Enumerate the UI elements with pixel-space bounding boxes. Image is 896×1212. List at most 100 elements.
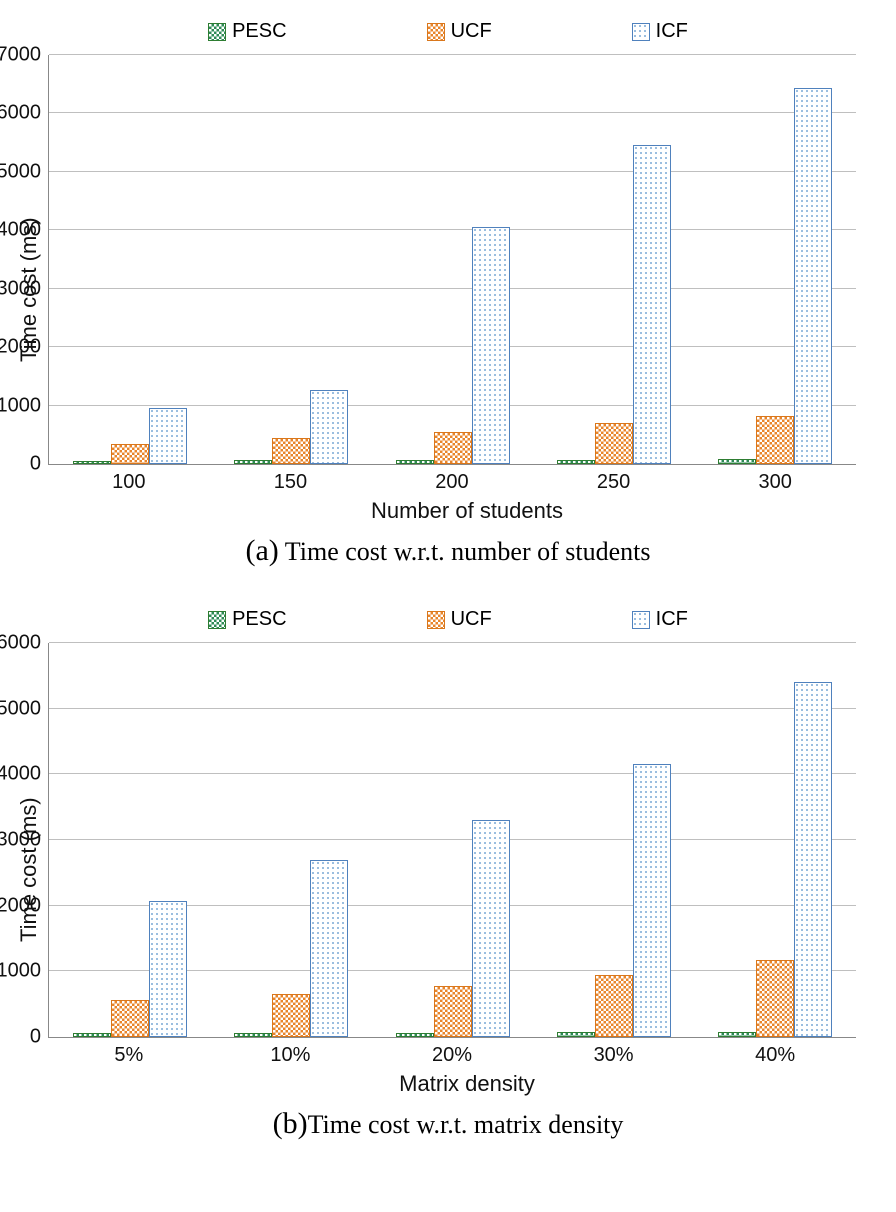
chart-b-wrap: Time cost (ms) 0100020003000400050006000… xyxy=(10,643,886,1097)
bar-ucf xyxy=(111,444,149,464)
legend-label-icf-b: ICF xyxy=(656,608,688,631)
bar-pesc xyxy=(396,460,434,464)
xtick: 5% xyxy=(48,1038,210,1067)
bar-group xyxy=(210,55,371,464)
caption-b: (b)Time cost w.r.t. matrix density xyxy=(10,1107,886,1141)
bar-group xyxy=(695,643,856,1037)
bar-ucf xyxy=(434,986,472,1037)
bar-pesc xyxy=(557,1032,595,1037)
xtick: 100 xyxy=(48,465,210,494)
bar-pesc xyxy=(718,459,756,464)
bar-icf xyxy=(472,227,510,464)
ytick: 1000 xyxy=(0,960,49,983)
ytick: 7000 xyxy=(0,44,49,67)
caption-a: (a) Time cost w.r.t. number of students xyxy=(10,534,886,568)
legend-a: PESC UCF ICF xyxy=(10,20,886,43)
xtick: 300 xyxy=(694,465,856,494)
xtick: 40% xyxy=(694,1038,856,1067)
bar-ucf xyxy=(111,1000,149,1037)
ytick: 0 xyxy=(30,453,49,476)
ytick: 2000 xyxy=(0,336,49,359)
bar-group xyxy=(49,643,210,1037)
legend-label-pesc-b: PESC xyxy=(232,608,286,631)
xticks-a: 100150200250300 xyxy=(48,465,856,494)
ytick: 0 xyxy=(30,1026,49,1049)
ytick: 2000 xyxy=(0,894,49,917)
ytick: 3000 xyxy=(0,829,49,852)
bar-pesc xyxy=(73,1033,111,1037)
xticks-b: 5%10%20%30%40% xyxy=(48,1038,856,1067)
chart-b: PESC UCF ICF Time cost (ms) 010002000300… xyxy=(10,608,886,1141)
legend-b: PESC UCF ICF xyxy=(10,608,886,631)
ytick: 5000 xyxy=(0,697,49,720)
bar-group xyxy=(533,55,694,464)
caption-a-letter: (a) xyxy=(245,534,278,567)
bar-ucf xyxy=(272,438,310,464)
bar-ucf xyxy=(272,994,310,1037)
swatch-icf-icon-b xyxy=(632,611,650,629)
legend-item-icf-b: ICF xyxy=(632,608,688,631)
bar-icf xyxy=(633,145,671,464)
bar-icf xyxy=(149,901,187,1037)
bar-icf xyxy=(794,88,832,464)
caption-b-text: Time cost w.r.t. matrix density xyxy=(308,1110,624,1139)
ytick: 1000 xyxy=(0,394,49,417)
xtick: 200 xyxy=(371,465,533,494)
bar-icf xyxy=(149,408,187,464)
bars-row-b xyxy=(49,643,856,1037)
bar-icf xyxy=(472,820,510,1037)
bar-pesc xyxy=(73,461,111,465)
xtick: 20% xyxy=(371,1038,533,1067)
xtick: 10% xyxy=(210,1038,372,1067)
bar-pesc xyxy=(234,1033,272,1037)
swatch-pesc-icon xyxy=(208,23,226,41)
caption-a-text: Time cost w.r.t. number of students xyxy=(279,537,651,566)
legend-label-icf: ICF xyxy=(656,20,688,43)
legend-item-icf: ICF xyxy=(632,20,688,43)
xtick: 30% xyxy=(533,1038,695,1067)
legend-item-ucf: UCF xyxy=(427,20,492,43)
bar-pesc xyxy=(718,1032,756,1037)
ytick: 6000 xyxy=(0,102,49,125)
bar-pesc xyxy=(234,460,272,464)
bar-pesc xyxy=(557,460,595,464)
bar-ucf xyxy=(756,960,794,1037)
bar-ucf xyxy=(595,423,633,464)
ytick: 4000 xyxy=(0,763,49,786)
chart-a-wrap: Time cost (ms) 0100020003000400050006000… xyxy=(10,55,886,524)
bar-icf xyxy=(310,390,348,464)
xtick: 150 xyxy=(210,465,372,494)
bar-group xyxy=(533,643,694,1037)
plot-a: 01000200030004000500060007000 xyxy=(48,55,856,465)
ytick: 6000 xyxy=(0,632,49,655)
bar-ucf xyxy=(595,975,633,1037)
bar-group xyxy=(49,55,210,464)
legend-item-pesc-b: PESC xyxy=(208,608,286,631)
ytick: 5000 xyxy=(0,160,49,183)
legend-label-pesc: PESC xyxy=(232,20,286,43)
legend-item-pesc: PESC xyxy=(208,20,286,43)
bar-group xyxy=(372,643,533,1037)
legend-label-ucf: UCF xyxy=(451,20,492,43)
bar-icf xyxy=(794,682,832,1038)
swatch-ucf-icon xyxy=(427,23,445,41)
bar-icf xyxy=(633,764,671,1037)
legend-item-ucf-b: UCF xyxy=(427,608,492,631)
caption-b-letter: (b) xyxy=(273,1107,308,1140)
swatch-pesc-icon-b xyxy=(208,611,226,629)
ytick: 4000 xyxy=(0,219,49,242)
swatch-icf-icon xyxy=(632,23,650,41)
xlabel-a: Number of students xyxy=(48,498,886,524)
bar-ucf xyxy=(756,416,794,464)
bars-row-a xyxy=(49,55,856,464)
swatch-ucf-icon-b xyxy=(427,611,445,629)
bar-group xyxy=(210,643,371,1037)
xtick: 250 xyxy=(533,465,695,494)
chart-a: PESC UCF ICF Time cost (ms) 010002000300… xyxy=(10,20,886,568)
ytick: 3000 xyxy=(0,277,49,300)
legend-label-ucf-b: UCF xyxy=(451,608,492,631)
bar-icf xyxy=(310,860,348,1037)
bar-group xyxy=(372,55,533,464)
plot-b: 0100020003000400050006000 xyxy=(48,643,856,1038)
xlabel-b: Matrix density xyxy=(48,1071,886,1097)
